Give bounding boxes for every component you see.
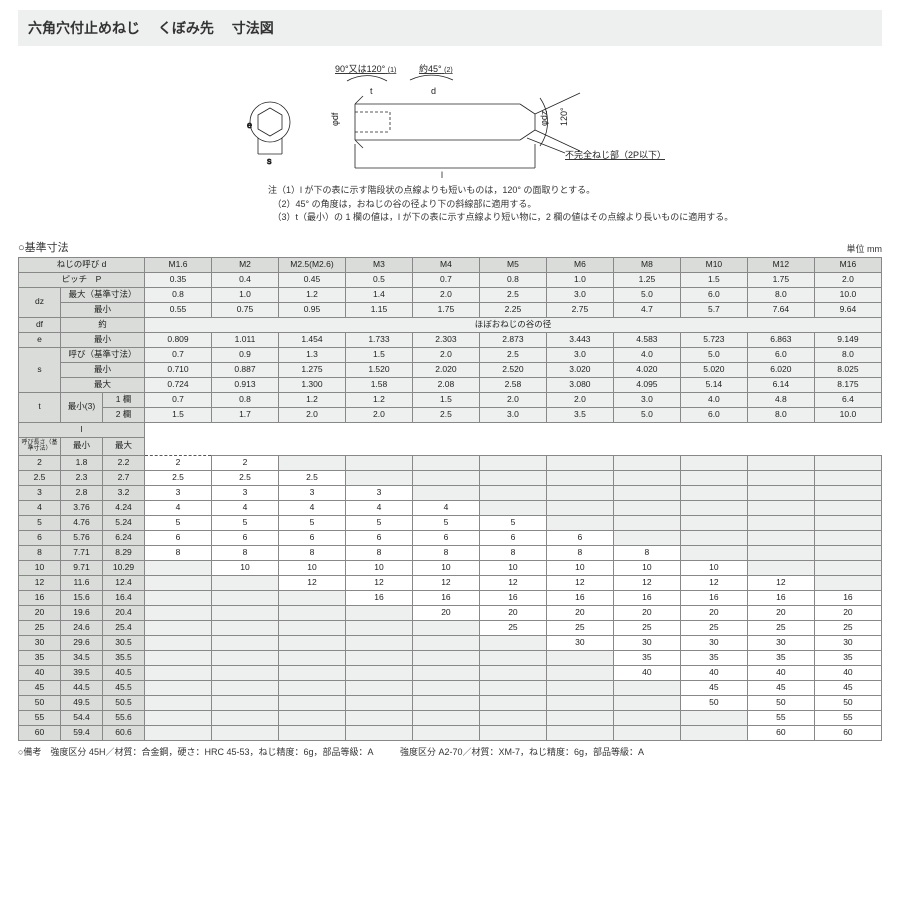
svg-text:s: s <box>267 156 272 166</box>
table-row: 54.765.24555555 <box>19 515 882 530</box>
svg-text:90°又は120° (1): 90°又は120° (1) <box>335 64 396 74</box>
table-row: 65.766.246666666 <box>19 530 882 545</box>
svg-text:e: e <box>247 120 252 130</box>
technical-drawing: e s <box>235 58 665 178</box>
table-row: ねじの呼び dM1.6M2M2.5(M2.6)M3M4M5M6M8M10M12M… <box>19 257 882 272</box>
notes-block: 注（1）l が下の表に示す階段状の点線よりも短いものは，120° の面取りとする… <box>18 184 882 225</box>
table-row: 4544.545.5454545 <box>19 680 882 695</box>
table-row: 3534.535.535353535 <box>19 650 882 665</box>
table-row: 最大0.7240.9131.3001.582.082.583.0804.0955… <box>19 377 882 392</box>
section-title: ○基準寸法 <box>18 239 69 255</box>
page-title: 六角穴付止めねじ くぼみ先 寸法図 <box>18 10 882 46</box>
table-row: 32.83.23333 <box>19 485 882 500</box>
spec-table: ねじの呼び dM1.6M2M2.5(M2.6)M3M4M5M6M8M10M12M… <box>18 257 882 741</box>
svg-text:d: d <box>431 86 436 96</box>
table-row: 2524.625.4252525252525 <box>19 620 882 635</box>
svg-text:約45° (2): 約45° (2) <box>419 63 453 74</box>
svg-text:120°: 120° <box>559 107 569 126</box>
table-row: 4039.540.540404040 <box>19 665 882 680</box>
table-row: 5554.455.65555 <box>19 710 882 725</box>
footer-note: ○備考 強度区分 45H／材質：合金鋼，硬さ：HRC 45-53，ねじ精度：6g… <box>18 741 882 758</box>
table-row: ピッチ P0.350.40.450.50.70.81.01.251.51.752… <box>19 272 882 287</box>
svg-text:不完全ねじ部（2P以下）: 不完全ねじ部（2P以下） <box>565 149 665 160</box>
diagram-area: e s <box>18 54 882 184</box>
table-row: 6059.460.66060 <box>19 725 882 740</box>
table-row: 109.7110.291010101010101010 <box>19 560 882 575</box>
note-line: （3）t（最小）の 1 欄の値は，l が下の表に示す点線より短い物に，2 欄の値… <box>268 211 882 225</box>
svg-text:t: t <box>370 86 373 96</box>
table-row: 1211.612.41212121212121212 <box>19 575 882 590</box>
table-row: 最小0.550.750.951.151.752.252.754.75.77.64… <box>19 302 882 317</box>
table-row: 最小0.7100.8871.2751.5202.0202.5203.0204.0… <box>19 362 882 377</box>
svg-text:φdf: φdf <box>330 112 340 126</box>
svg-text:l: l <box>441 170 443 178</box>
table-row: 5049.550.5505050 <box>19 695 882 710</box>
table-row: 1615.616.41616161616161616 <box>19 590 882 605</box>
unit-label: 単位 mm <box>847 242 883 255</box>
table-row: s呼び（基準寸法）0.70.91.31.52.02.53.04.05.06.08… <box>19 347 882 362</box>
table-row: 21.82.222 <box>19 455 882 470</box>
table-row: df約ほぼおねじの谷の径 <box>19 317 882 332</box>
table-row: 3029.630.53030303030 <box>19 635 882 650</box>
table-row: 43.764.2444444 <box>19 500 882 515</box>
svg-text:φdz: φdz <box>539 110 549 126</box>
table-row: e最小0.8091.0111.4541.7332.3032.8733.4434.… <box>19 332 882 347</box>
table-row: 2019.620.420202020202020 <box>19 605 882 620</box>
note-line: （2）45° の角度は，おねじの谷の径より下の斜線部に適用する。 <box>268 198 882 212</box>
table-row: 2.52.32.72.52.52.5 <box>19 470 882 485</box>
table-row: dz最大（基準寸法）0.81.01.21.42.02.53.05.06.08.0… <box>19 287 882 302</box>
table-row: 2 欄1.51.72.02.02.53.03.55.06.08.010.0 <box>19 407 882 422</box>
table-row: 87.718.2988888888 <box>19 545 882 560</box>
table-row: t最小(3)1 欄0.70.81.21.21.52.02.03.04.04.86… <box>19 392 882 407</box>
note-line: 注（1）l が下の表に示す階段状の点線よりも短いものは，120° の面取りとする… <box>268 184 882 198</box>
